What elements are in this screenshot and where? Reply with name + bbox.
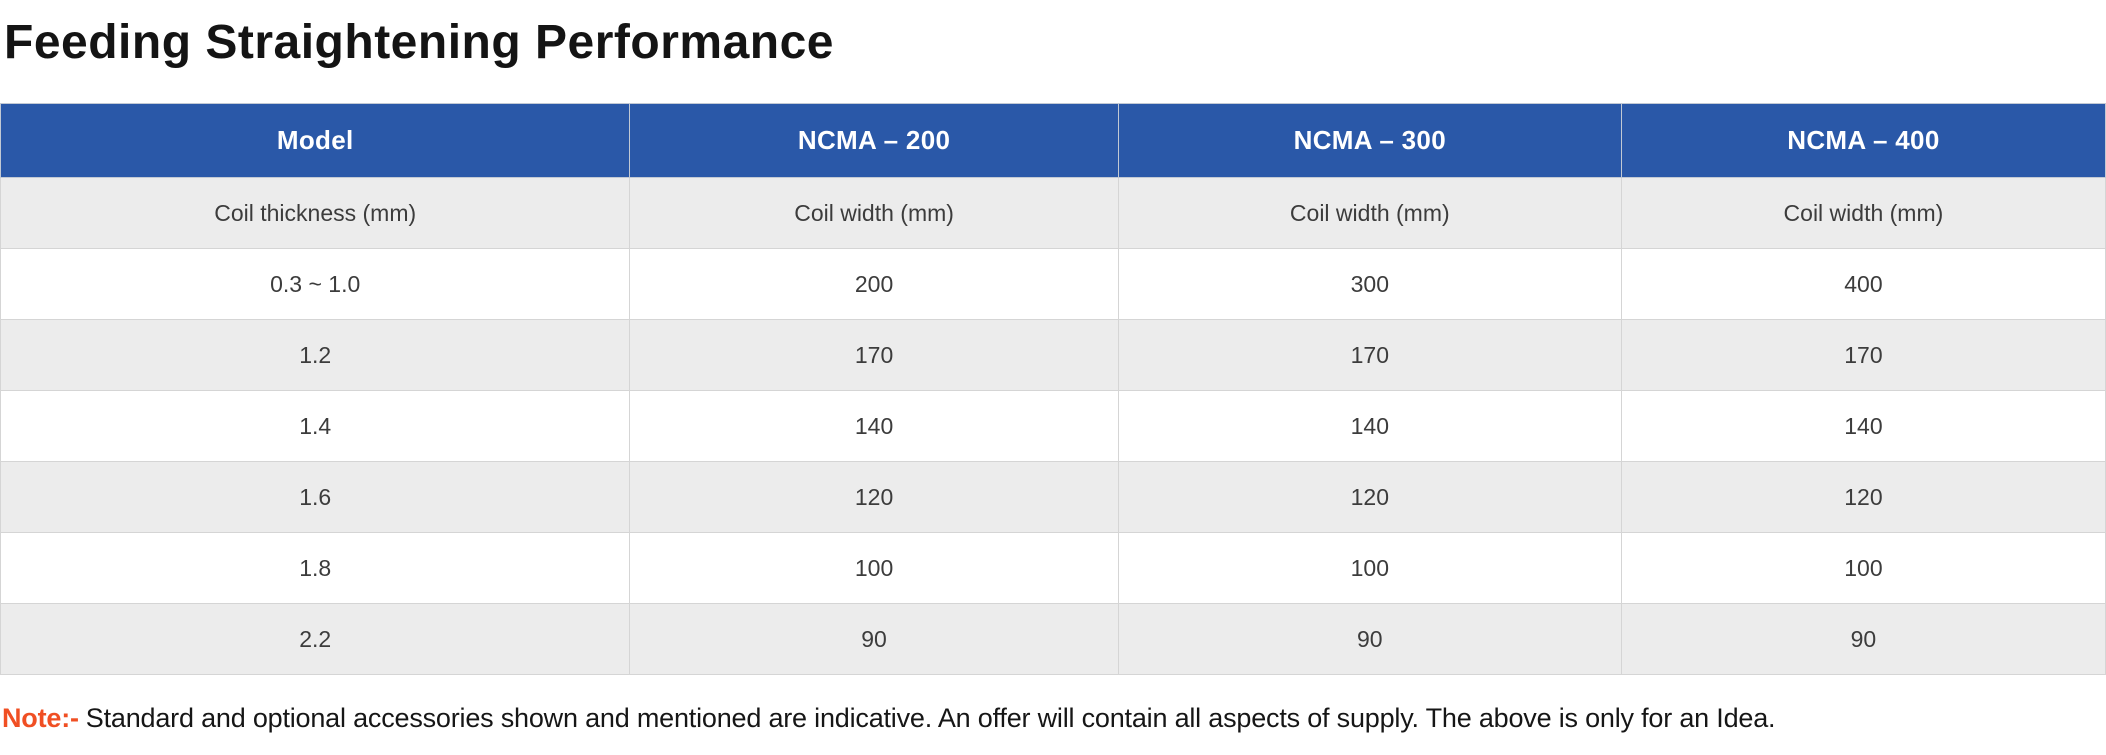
- table-cell: 1.4: [0, 390, 631, 462]
- table-cell: 200: [629, 248, 1119, 320]
- table-row: 1.4 140 140 140: [0, 390, 2106, 462]
- subheader-cell-coil-width-400: Coil width (mm): [1620, 177, 2106, 249]
- header-cell-ncma-400: NCMA – 400: [1620, 103, 2106, 178]
- table-row: 1.8 100 100 100: [0, 532, 2106, 604]
- header-cell-ncma-200: NCMA – 200: [629, 103, 1119, 178]
- table-cell: 170: [1117, 319, 1622, 391]
- page-title: Feeding Straightening Performance: [4, 16, 834, 69]
- table-cell: 300: [1117, 248, 1622, 320]
- table-cell: 100: [1620, 532, 2106, 604]
- subheader-cell-coil-width-300: Coil width (mm): [1117, 177, 1622, 249]
- performance-table: Model NCMA – 200 NCMA – 300 NCMA – 400 C…: [0, 103, 2106, 675]
- table-cell: 140: [629, 390, 1119, 462]
- page: Feeding Straightening Performance Model …: [0, 14, 2106, 734]
- note-text: Standard and optional accessories shown …: [85, 703, 1776, 733]
- table-cell: 90: [629, 603, 1119, 675]
- table-cell: 120: [1620, 461, 2106, 533]
- table-cell: 120: [1117, 461, 1622, 533]
- table-cell: 140: [1117, 390, 1622, 462]
- subheader-cell-coil-width-200: Coil width (mm): [629, 177, 1119, 249]
- table-cell: 140: [1620, 390, 2106, 462]
- table-row: 1.2 170 170 170: [0, 319, 2106, 391]
- header-cell-model: Model: [0, 103, 631, 178]
- table-cell: 170: [1620, 319, 2106, 391]
- table-cell: 2.2: [0, 603, 631, 675]
- table-row: 0.3 ~ 1.0 200 300 400: [0, 248, 2106, 320]
- table-cell: 400: [1620, 248, 2106, 320]
- table-cell: 100: [629, 532, 1119, 604]
- table-row: 2.2 90 90 90: [0, 603, 2106, 675]
- table-cell: 1.6: [0, 461, 631, 533]
- table-cell: 1.2: [0, 319, 631, 391]
- table-cell: 90: [1117, 603, 1622, 675]
- header-cell-ncma-300: NCMA – 300: [1117, 103, 1622, 178]
- table-subheader-row: Coil thickness (mm) Coil width (mm) Coil…: [0, 177, 2106, 249]
- subheader-cell-coil-thickness: Coil thickness (mm): [0, 177, 631, 249]
- table-cell: 0.3 ~ 1.0: [0, 248, 631, 320]
- table-row: 1.6 120 120 120: [0, 461, 2106, 533]
- table-cell: 90: [1620, 603, 2106, 675]
- note: Note:- Standard and optional accessories …: [2, 702, 2106, 734]
- table-cell: 170: [629, 319, 1119, 391]
- table-cell: 100: [1117, 532, 1622, 604]
- table-header-row: Model NCMA – 200 NCMA – 300 NCMA – 400: [0, 103, 2106, 178]
- note-label: Note:-: [2, 703, 79, 733]
- table-cell: 1.8: [0, 532, 631, 604]
- table-cell: 120: [629, 461, 1119, 533]
